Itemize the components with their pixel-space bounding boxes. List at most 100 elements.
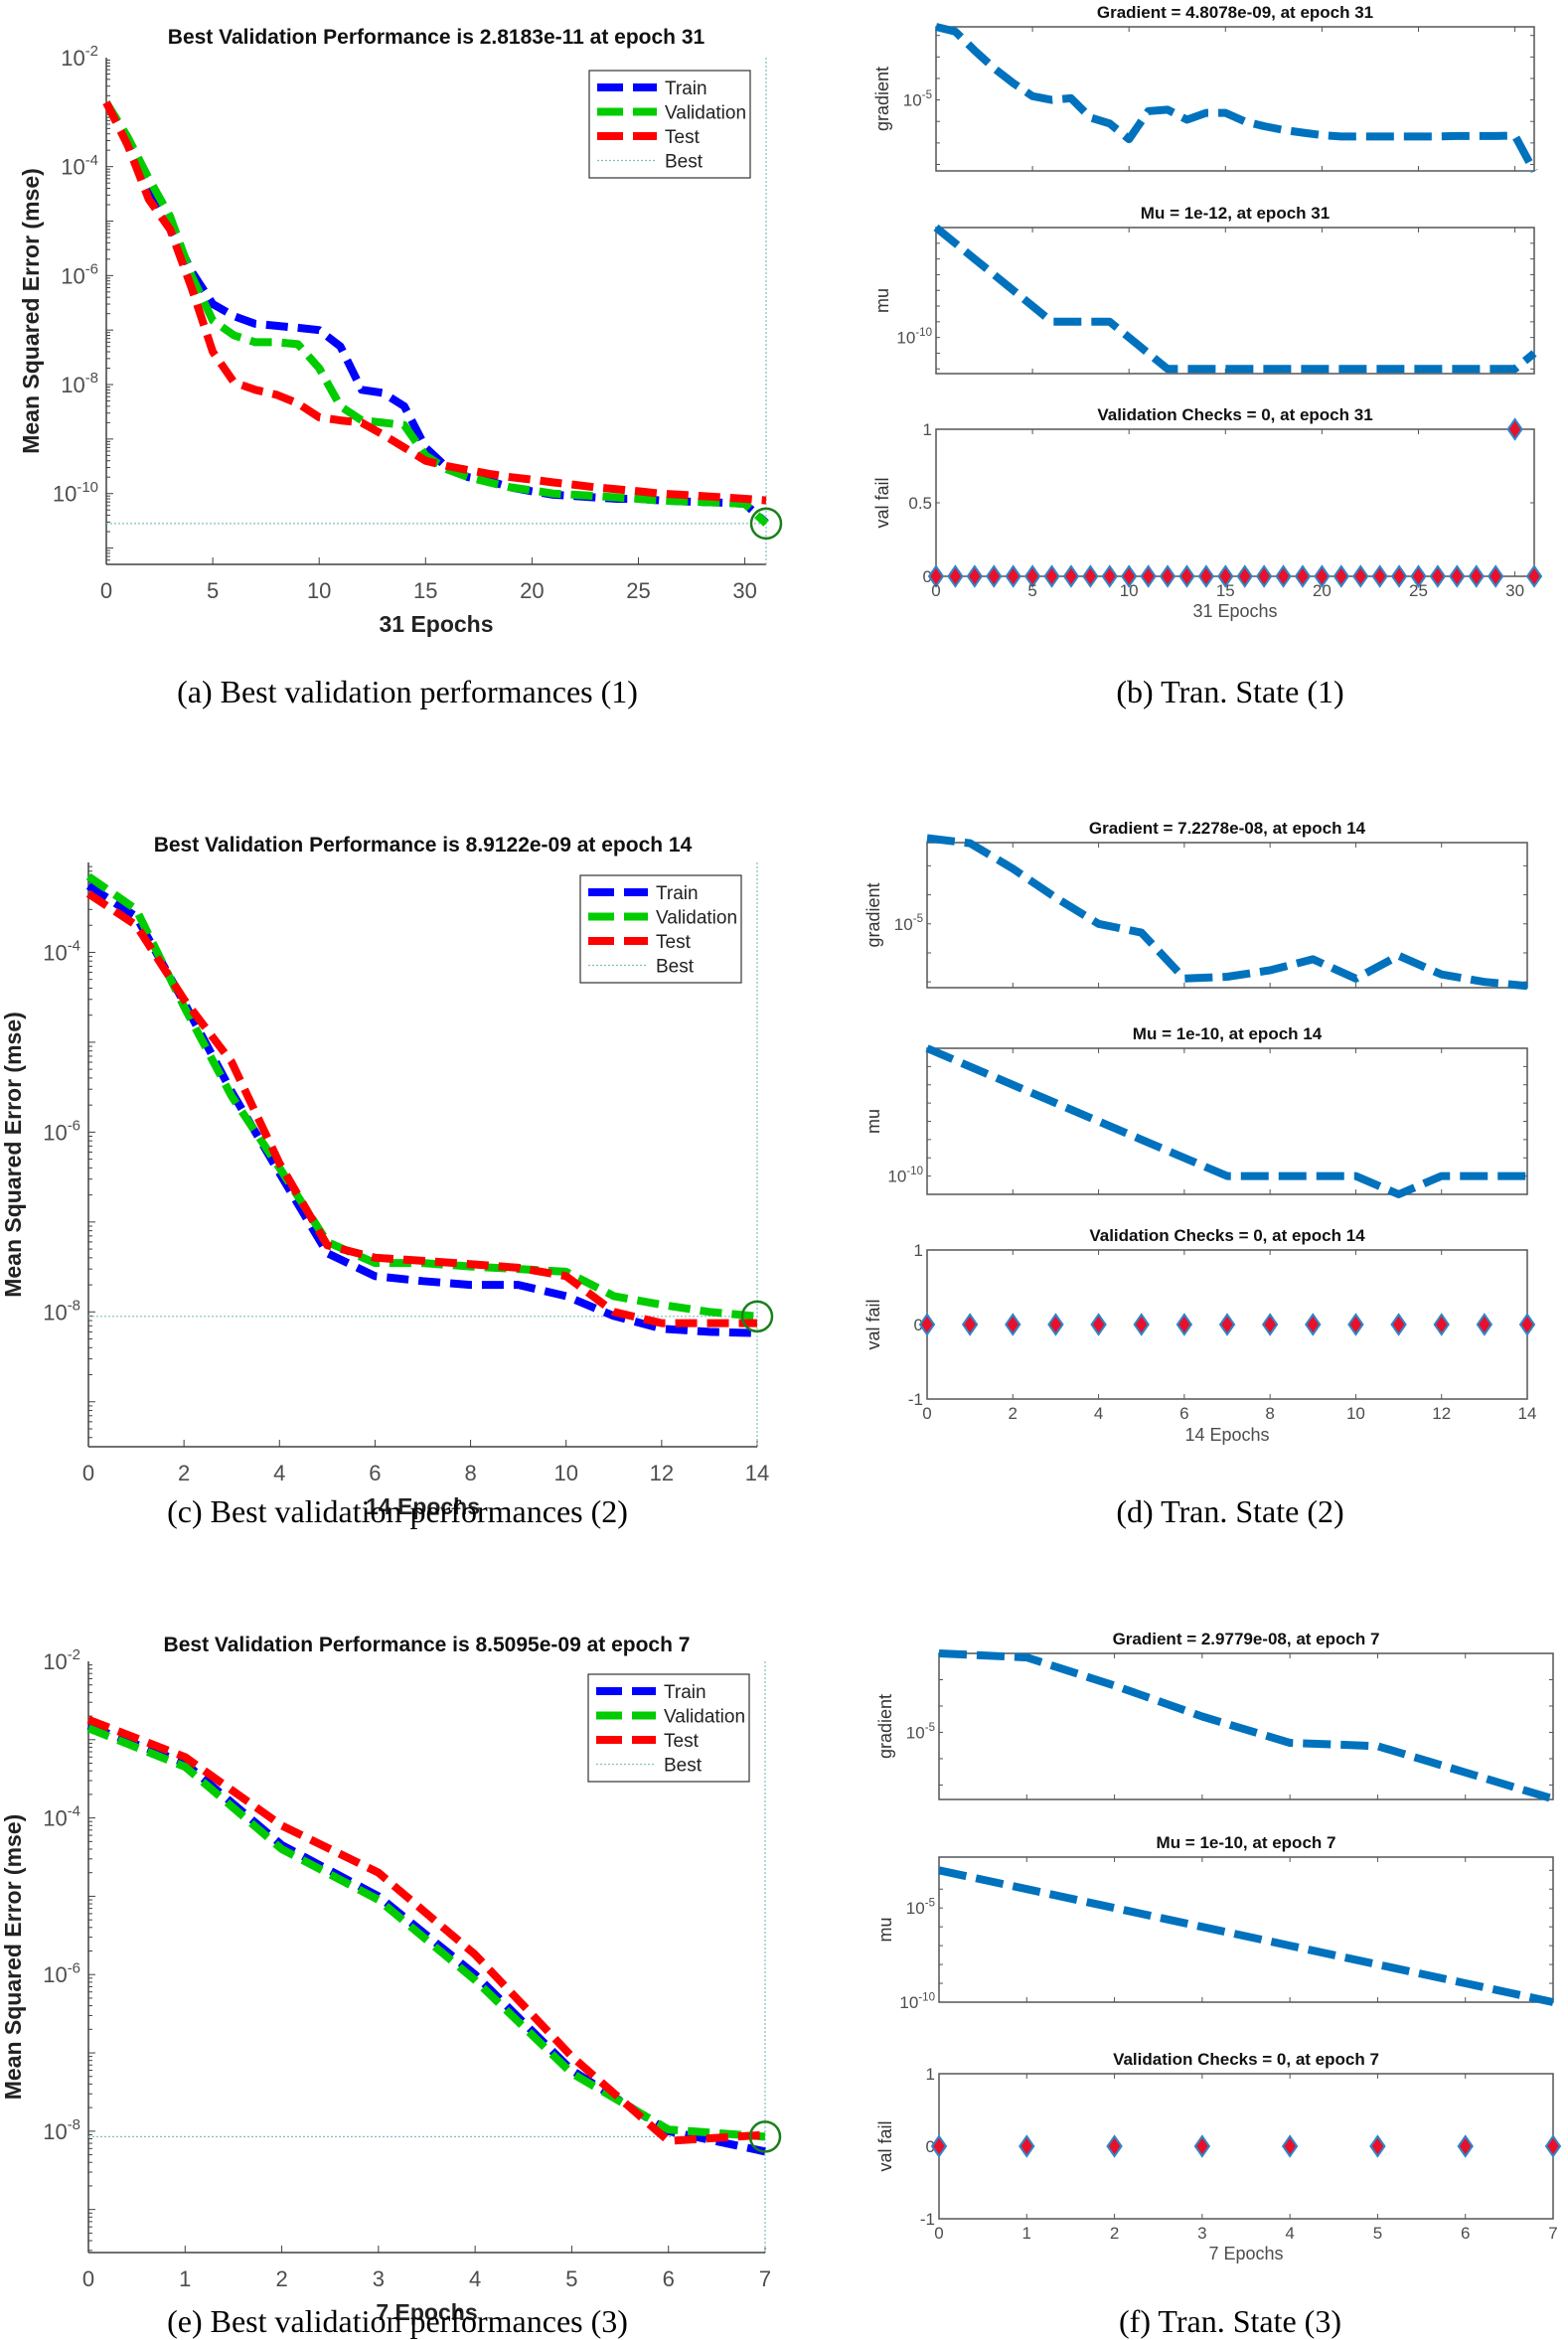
tick-exponent: -8 <box>68 2116 80 2133</box>
legend-label-validation: Validation <box>656 908 737 929</box>
tick-base: 10 <box>903 91 922 110</box>
y-axis-label: val fail <box>863 1299 883 1349</box>
y-axis-label: val fail <box>875 2120 895 2171</box>
subplot-frame <box>935 428 1535 577</box>
val-fail-marker <box>1468 564 1485 588</box>
legend-label-train: Train <box>664 1682 706 1703</box>
chart-title: Best Validation Performance is 2.8183e-1… <box>168 26 706 49</box>
subplot-mu: Mu = 1e-10, at epoch 14 10-10 mu <box>863 1024 1528 1198</box>
val-fail-marker <box>966 564 984 588</box>
best-point-marker <box>740 1300 774 1333</box>
val-fail-marker <box>986 564 1003 588</box>
legend: Train Validation Test Best <box>588 70 751 179</box>
y-axis-label: val fail <box>872 477 892 528</box>
val-fail-marker <box>1314 564 1331 588</box>
val-fail-marker <box>1005 1313 1021 1336</box>
x-tick-label: 1 <box>1022 2224 1031 2243</box>
chart-title: Best Validation Performance is 8.9122e-0… <box>154 834 693 857</box>
tick-exponent: -6 <box>68 1959 80 1976</box>
val-fail-marker <box>1176 1313 1193 1336</box>
y-tick-label: 10-10 <box>896 327 932 348</box>
val-fail-marker <box>1090 1313 1107 1336</box>
legend-label-best: Best <box>664 1756 703 1777</box>
series-line-validation <box>86 1724 766 2141</box>
x-tick-label: 5 <box>1373 2224 1382 2243</box>
y-tick-label: 1 <box>923 420 932 439</box>
subplot-title: Validation Checks = 0, at epoch 7 <box>1113 2050 1379 2069</box>
tick-base: 10 <box>61 373 84 397</box>
best-point-marker <box>749 507 783 541</box>
val-fail-marker <box>927 564 945 588</box>
subplot-title: Gradient = 7.2278e-08, at epoch 14 <box>1089 819 1366 838</box>
val-fail-marker <box>1476 1313 1493 1336</box>
x-tick-label: 0 <box>82 1461 94 1485</box>
series-line-test <box>86 1715 766 2145</box>
val-fail-marker <box>1410 564 1427 588</box>
val-fail-marker <box>1352 564 1369 588</box>
x-tick-label: 8 <box>464 1461 476 1485</box>
x-tick-label: 12 <box>1432 1404 1451 1423</box>
x-tick-label: 4 <box>273 1461 285 1485</box>
state-line-mu <box>925 1044 1527 1198</box>
val-fail-marker <box>1197 564 1215 588</box>
chart-d: Gradient = 7.2278e-08, at epoch 1410-5gr… <box>863 819 1536 1445</box>
y-tick-label: 10-6 <box>43 1959 80 1987</box>
tick-exponent: -10 <box>906 1166 923 1177</box>
y-tick-label: 0 <box>926 2137 935 2156</box>
val-fail-marker <box>947 564 964 588</box>
val-fail-marker <box>1043 564 1060 588</box>
val-fail-marker <box>1023 564 1041 588</box>
y-tick-label: 0.5 <box>908 494 932 513</box>
legend-label-test: Test <box>664 1731 700 1752</box>
val-fail-marker <box>1294 564 1312 588</box>
val-fail-marker <box>1005 564 1021 588</box>
val-fail-marker <box>961 1313 979 1336</box>
tick-exponent: -2 <box>68 1646 80 1663</box>
val-fail-marker <box>1429 564 1447 588</box>
tick-exponent: -5 <box>925 1898 935 1910</box>
x-tick-label: 2 <box>178 1461 190 1485</box>
y-tick-label: -1 <box>920 2210 935 2229</box>
x-tick-label: 0 <box>82 2266 94 2291</box>
x-tick-label: 6 <box>1461 2224 1470 2243</box>
series-line-train <box>102 100 769 527</box>
val-fail-marker <box>1106 2134 1123 2158</box>
x-tick-label: 25 <box>626 578 650 603</box>
caption-a: (a) Best validation performances (1) <box>177 674 638 709</box>
subplot-title: Validation Checks = 0, at epoch 31 <box>1097 405 1372 424</box>
chart-b: Gradient = 4.8078e-09, at epoch 3110-5gr… <box>872 3 1543 621</box>
y-axis-label: gradient <box>875 1694 895 1759</box>
val-fail-marker <box>1217 564 1234 588</box>
tick-base: 10 <box>43 940 67 965</box>
subplot-title: Validation Checks = 0, at epoch 14 <box>1089 1226 1365 1245</box>
x-tick-label: 15 <box>1216 581 1235 600</box>
subplot-gradient: Gradient = 2.9779e-08, at epoch 7 10-5 gra… <box>875 1630 1555 1803</box>
x-tick-label: 6 <box>663 2266 675 2291</box>
y-tick-label: 1 <box>914 1241 923 1260</box>
y-axis-label: mu <box>872 288 892 313</box>
val-fail-marker <box>1120 564 1138 588</box>
tick-base: 10 <box>43 1120 67 1145</box>
legend-label-test: Test <box>656 932 692 953</box>
legend-label-validation: Validation <box>664 1707 745 1728</box>
x-tick-label: 30 <box>1505 581 1524 600</box>
tick-base: 10 <box>43 1300 67 1325</box>
y-tick-label: 0 <box>914 1316 923 1334</box>
chart-f: Gradient = 2.9779e-08, at epoch 710-5gra… <box>875 1630 1562 2263</box>
tick-base: 10 <box>896 329 915 348</box>
val-fail-marker <box>1333 564 1350 588</box>
y-tick-label: 10-8 <box>43 1297 80 1325</box>
subplot-val-fail: Validation Checks = 0, at epoch 14-101va… <box>863 1226 1536 1445</box>
tick-exponent: -6 <box>68 1117 80 1134</box>
caption-e: (e) Best validation performances (3) <box>167 2303 628 2339</box>
y-tick-label: 10-4 <box>43 938 80 966</box>
y-tick-label: 10-5 <box>894 913 923 934</box>
subplot-gradient: Gradient = 7.2278e-08, at epoch 14 10-5 gr… <box>863 819 1528 991</box>
legend: Train Validation Test Best <box>587 1673 750 1783</box>
x-tick-label: 2 <box>1009 1404 1018 1423</box>
legend-label-best: Best <box>656 957 695 978</box>
tick-base: 10 <box>61 46 84 71</box>
tick-exponent: -5 <box>922 89 932 101</box>
